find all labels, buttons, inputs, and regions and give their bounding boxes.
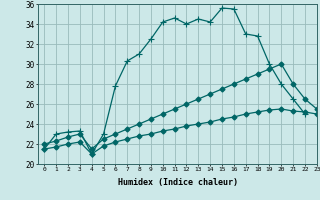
X-axis label: Humidex (Indice chaleur): Humidex (Indice chaleur) (118, 178, 238, 187)
